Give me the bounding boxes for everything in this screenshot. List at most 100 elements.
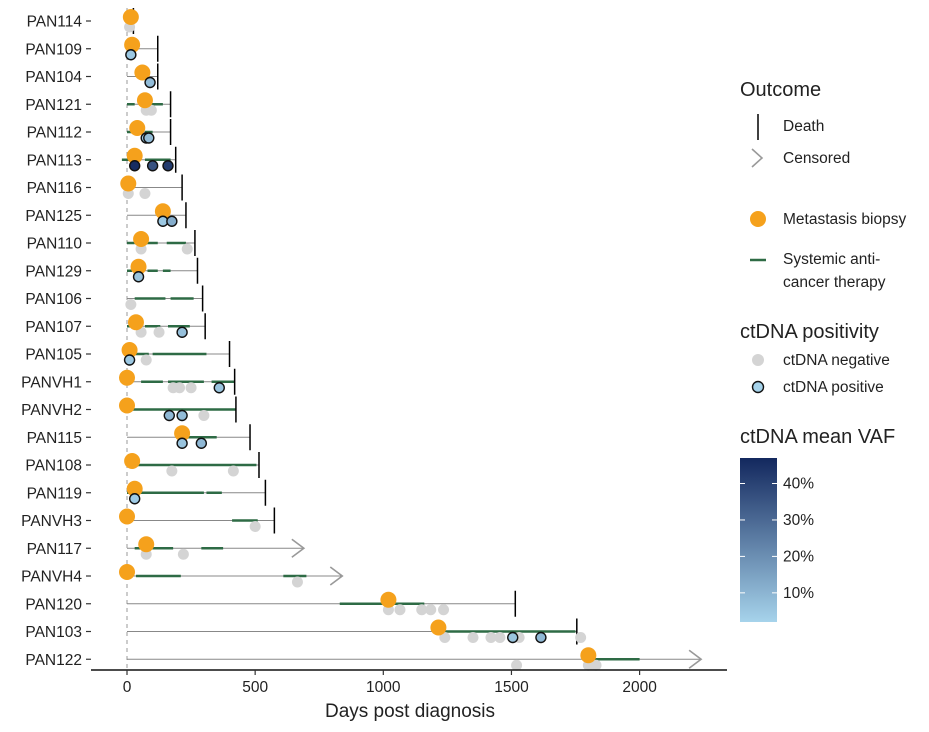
y-tick-label: PAN106 xyxy=(25,291,82,308)
ctdna-negative-point xyxy=(467,632,479,643)
patient-row-panvh3: PANVH3 xyxy=(21,507,276,534)
biopsy-point xyxy=(119,369,135,386)
y-tick-label: PANVH3 xyxy=(21,513,82,530)
patient-row-pan105: PAN105 xyxy=(25,341,231,367)
patient-row-pan114: PAN114 xyxy=(27,8,139,34)
y-tick-label: PAN129 xyxy=(25,263,82,280)
ctdna-positive-point xyxy=(163,409,175,422)
ctdna-positive-point xyxy=(125,49,137,61)
ctdna-positive-point xyxy=(146,160,159,172)
legend-negative-symbol xyxy=(752,354,764,366)
biopsy-point xyxy=(120,175,137,192)
ctdna-negative-point xyxy=(166,465,178,477)
y-tick-label: PAN119 xyxy=(27,485,82,502)
biopsy-point xyxy=(129,120,146,136)
legend-death-label: Death xyxy=(783,118,824,135)
ctdna-negative-point xyxy=(511,659,523,671)
patient-row-pan108: PAN108 xyxy=(25,452,260,478)
patient-row-pan117: PAN117 xyxy=(27,536,306,560)
y-tick-label: PAN116 xyxy=(27,180,82,197)
x-tick-label: 1000 xyxy=(366,679,401,696)
patient-row-pan109: PAN109 xyxy=(25,35,159,62)
biopsy-point xyxy=(430,619,447,636)
x-tick-label: 2000 xyxy=(622,679,657,696)
ctdna-negative-point xyxy=(425,604,437,616)
ctdna-negative-point xyxy=(185,382,197,394)
y-tick-label: PAN109 xyxy=(25,41,82,58)
patient-row-pan116: PAN116 xyxy=(27,174,183,201)
patient-row-pan104: PAN104 xyxy=(25,63,159,90)
ctdna-positive-point xyxy=(213,382,225,394)
legend-negative-label: ctDNA negative xyxy=(783,352,890,369)
patient-row-panvh4: PANVH4 xyxy=(21,564,344,588)
biopsy-point xyxy=(127,314,144,331)
ctdna-negative-point xyxy=(249,521,261,532)
y-tick-label: PAN117 xyxy=(27,541,82,558)
legend-outcome-title: Outcome xyxy=(740,79,821,101)
biopsy-point xyxy=(119,508,135,525)
biopsy-point xyxy=(122,9,139,25)
biopsy-point xyxy=(580,647,597,664)
ctdna-positive-point xyxy=(535,631,547,644)
y-tick-label: PAN115 xyxy=(27,430,82,447)
biopsy-point xyxy=(119,564,135,580)
y-tick-label: PAN103 xyxy=(25,624,82,641)
biopsy-point xyxy=(154,203,171,220)
legend-biopsy-label: Metastasis biopsy xyxy=(783,211,906,228)
y-tick-label: PAN121 xyxy=(25,97,82,114)
ctdna-negative-point xyxy=(394,604,406,616)
biopsy-point xyxy=(130,258,147,275)
patient-row-panvh1: PANVH1 xyxy=(21,368,236,395)
y-tick-label: PAN108 xyxy=(25,458,82,475)
y-tick-label: PAN122 xyxy=(25,652,82,669)
ctdna-negative-point xyxy=(485,632,497,643)
ctdna-positive-point xyxy=(176,437,188,449)
patient-row-pan129: PAN129 xyxy=(25,257,199,284)
legend-censored-symbol xyxy=(751,148,764,168)
ctdna-negative-point xyxy=(145,104,157,116)
legend-therapy-label-line2: cancer therapy xyxy=(783,274,886,291)
x-tick-label: 1500 xyxy=(494,679,529,696)
ctdna-negative-point xyxy=(439,632,451,643)
y-tick-label: PAN120 xyxy=(25,596,82,613)
patient-row-pan106: PAN106 xyxy=(25,285,204,312)
legend-vaf-title: ctDNA mean VAF xyxy=(740,426,895,448)
y-tick-label: PANVH4 xyxy=(21,569,82,586)
patient-row-pan119: PAN119 xyxy=(27,479,267,506)
y-tick-label: PAN107 xyxy=(25,319,82,336)
ctdna-negative-point xyxy=(140,354,152,366)
ctdna-positive-point xyxy=(176,326,188,338)
legend-positive-symbol xyxy=(751,380,765,394)
ctdna-negative-point xyxy=(198,410,210,421)
plot-layer: PAN114 PAN109 PAN104 PAN121 PAN112 PAN113 PAN1… xyxy=(21,8,703,672)
legend-censored-label: Censored xyxy=(783,150,850,167)
patient-row-pan121: PAN121 xyxy=(25,91,172,118)
patient-row-pan113: PAN113 xyxy=(27,146,177,173)
ctdna-positive-point xyxy=(176,409,188,422)
legend-vaf-ticks: 40% 30% 20% 10% xyxy=(740,476,814,602)
patient-row-pan115: PAN115 xyxy=(27,424,251,451)
ctdna-negative-point xyxy=(227,465,239,477)
biopsy-point xyxy=(174,425,191,442)
ctdna-negative-point xyxy=(416,604,428,616)
y-tick-label: PAN112 xyxy=(27,125,82,142)
ctdna-negative-point xyxy=(291,576,303,588)
legend: Outcome Death Censored Metastasis biopsy… xyxy=(740,79,906,622)
legend-therapy-label-line1: Systemic anti- xyxy=(783,251,880,268)
patient-row-pan122: PAN122 xyxy=(25,647,703,671)
y-tick-label: PAN114 xyxy=(27,14,83,31)
y-tick-label: PAN110 xyxy=(27,236,83,253)
x-tick-label: 500 xyxy=(242,679,268,696)
ctdna-negative-point xyxy=(139,188,151,199)
patient-row-pan110: PAN110 xyxy=(27,230,196,256)
ctdna-positive-point xyxy=(132,271,145,283)
x-axis-title: Days post diagnosis xyxy=(325,701,495,722)
ctdna-positive-point xyxy=(195,437,208,449)
ctdna-positive-point xyxy=(128,493,141,505)
ctdna-negative-point xyxy=(153,326,165,338)
vaf-tick-label: 10% xyxy=(783,585,814,602)
biopsy-point xyxy=(133,231,150,247)
censored-marker xyxy=(291,538,306,558)
y-tick-label: PAN104 xyxy=(25,69,82,86)
biopsy-point xyxy=(126,480,143,497)
